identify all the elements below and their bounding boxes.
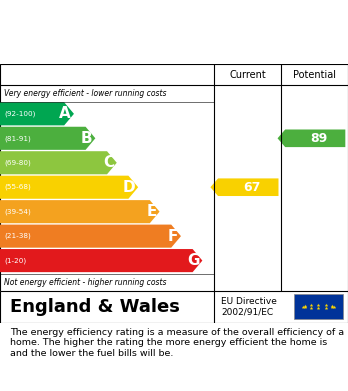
Text: Current: Current: [229, 70, 266, 79]
Polygon shape: [0, 200, 159, 223]
Polygon shape: [0, 102, 74, 126]
Text: Potential: Potential: [293, 70, 336, 79]
Bar: [294, 294, 343, 319]
Text: EU Directive
2002/91/EC: EU Directive 2002/91/EC: [221, 297, 277, 316]
Text: England & Wales: England & Wales: [10, 298, 180, 316]
Text: (1-20): (1-20): [4, 257, 26, 264]
Text: 67: 67: [243, 181, 260, 194]
Polygon shape: [278, 129, 345, 147]
Text: B: B: [81, 131, 93, 146]
Text: E: E: [147, 204, 157, 219]
Text: Energy Efficiency Rating: Energy Efficiency Rating: [10, 40, 220, 55]
Text: F: F: [168, 229, 178, 244]
Polygon shape: [0, 249, 203, 272]
Text: Not energy efficient - higher running costs: Not energy efficient - higher running co…: [4, 278, 167, 287]
Polygon shape: [0, 176, 138, 199]
Polygon shape: [0, 224, 181, 248]
Text: (21-38): (21-38): [4, 233, 31, 239]
Polygon shape: [0, 151, 117, 174]
Polygon shape: [0, 127, 95, 150]
Text: A: A: [60, 106, 71, 121]
Polygon shape: [211, 178, 278, 196]
Text: Very energy efficient - lower running costs: Very energy efficient - lower running co…: [4, 89, 167, 98]
Text: (69-80): (69-80): [4, 160, 31, 166]
Text: (55-68): (55-68): [4, 184, 31, 190]
Text: The energy efficiency rating is a measure of the overall efficiency of a home. T: The energy efficiency rating is a measur…: [10, 328, 345, 358]
Text: (81-91): (81-91): [4, 135, 31, 142]
Text: D: D: [123, 180, 135, 195]
Text: (92-100): (92-100): [4, 111, 35, 117]
Text: G: G: [187, 253, 200, 268]
Text: (39-54): (39-54): [4, 208, 31, 215]
Text: C: C: [103, 155, 114, 170]
Text: 89: 89: [310, 132, 327, 145]
